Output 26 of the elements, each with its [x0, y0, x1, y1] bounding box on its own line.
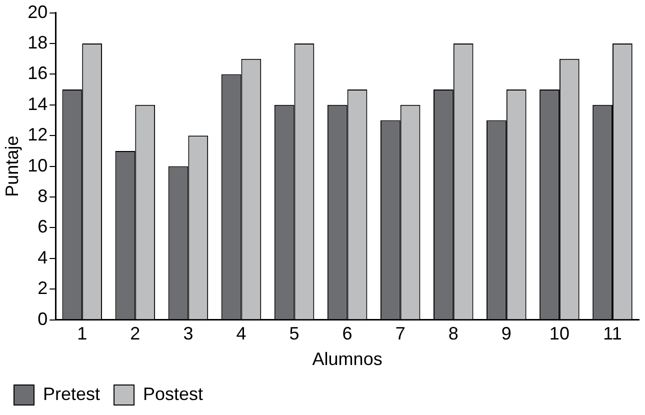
y-tick-label: 0 [38, 308, 48, 329]
y-tick-label: 20 [28, 2, 48, 22]
x-tick-label: 5 [289, 324, 300, 344]
y-tick-label: 16 [28, 63, 48, 84]
x-tick-label: 10 [549, 324, 570, 344]
y-axis-title: Puntaje [2, 136, 22, 197]
legend-label: Postest [143, 384, 204, 404]
y-tick-label: 2 [38, 278, 48, 298]
x-tick-label: 2 [130, 324, 140, 344]
x-tick-label: 11 [603, 324, 622, 344]
x-tick-label: 8 [448, 324, 458, 344]
y-tick-label: 8 [38, 186, 48, 206]
y-tick-label: 12 [28, 124, 48, 145]
y-tick-label: 6 [38, 216, 48, 237]
x-tick-label: 9 [501, 324, 512, 344]
x-tick-label: 1 [77, 324, 88, 344]
y-tick-label: 18 [28, 32, 48, 52]
legend-label: Pretest [43, 384, 100, 404]
x-tick-label: 7 [395, 324, 406, 344]
y-tick-label: 4 [38, 247, 48, 268]
x-axis-title: Alumnos [312, 349, 382, 370]
x-tick-label: 3 [183, 324, 194, 344]
y-tick-label: 14 [28, 94, 48, 114]
y-tick-label: 10 [28, 155, 48, 176]
x-tick-label: 6 [342, 324, 352, 344]
x-tick-label: 4 [236, 324, 246, 344]
